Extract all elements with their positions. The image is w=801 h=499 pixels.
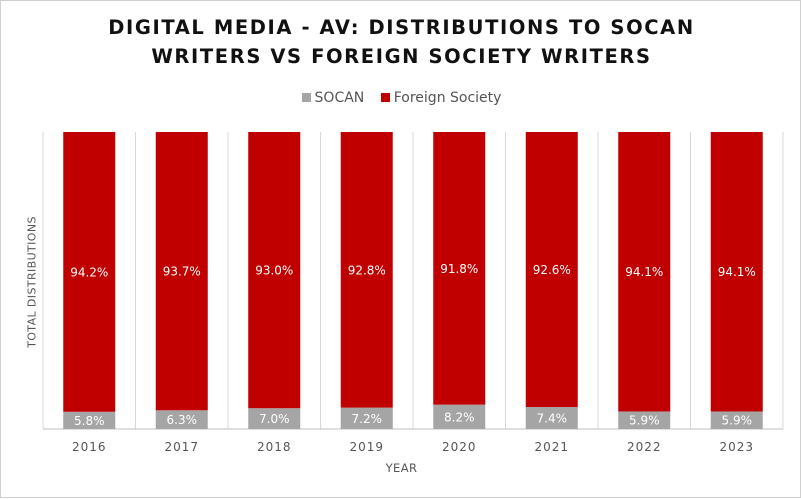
bar-foreign-society-2019 [340,132,393,408]
legend-label-foreign-society: Foreign Society [393,90,502,106]
data-label-socan-2021: 7.4% [537,412,568,426]
x-tick-label-2023: 2023 [719,440,754,454]
data-label-foreign-society-2023: 94.1% [718,265,756,279]
data-label-foreign-society-2016: 94.2% [70,265,108,279]
legend-item-socan: SOCAN [301,90,365,106]
bar-foreign-society-2020 [433,132,486,405]
legend-swatch-socan [301,92,311,102]
bar-socan-2018 [248,408,301,429]
chart-title-line-1: DIGITAL MEDIA - AV: DISTRIBUTIONS TO SOC… [108,16,695,39]
data-label-socan-2017: 6.3% [167,413,198,427]
bar-foreign-society-2022 [618,132,671,412]
x-axis-label: YEAR [385,461,418,475]
data-label-foreign-society-2021: 92.6% [533,263,571,277]
data-label-foreign-society-2017: 93.7% [163,265,201,279]
chart-title-line-2: WRITERS VS FOREIGN SOCIETY WRITERS [151,45,652,68]
x-tick-label-2020: 2020 [442,440,477,454]
data-label-socan-2023: 5.9% [722,414,753,428]
x-tick-label-2017: 2017 [164,440,199,454]
x-tick-label-2022: 2022 [627,440,662,454]
data-label-socan-2022: 5.9% [629,414,660,428]
bar-socan-2022 [618,411,671,429]
bar-socan-2019 [340,407,393,429]
data-label-foreign-society-2018: 93.0% [255,264,293,278]
data-label-foreign-society-2020: 91.8% [440,262,478,276]
bar-foreign-society-2018 [248,132,301,409]
legend-swatch-foreign-society [380,92,390,102]
bar-socan-2023 [710,411,763,429]
bar-socan-2020 [433,404,486,429]
x-tick-label-2019: 2019 [349,440,384,454]
data-label-socan-2019: 7.2% [352,412,383,426]
bar-socan-2021 [525,407,578,429]
bar-socan-2016 [63,411,116,429]
chart-title: DIGITAL MEDIA - AV: DISTRIBUTIONS TO SOC… [1,13,801,71]
x-tick-label-2018: 2018 [257,440,292,454]
bar-foreign-society-2021 [525,132,578,408]
legend-label-socan: SOCAN [314,90,365,106]
data-label-socan-2016: 5.8% [74,414,105,428]
data-label-socan-2018: 7.0% [259,412,290,426]
bar-foreign-society-2016 [63,132,116,412]
x-tick-label-2016: 2016 [72,440,107,454]
chart-legend: SOCAN Foreign Society [1,90,801,106]
data-label-foreign-society-2019: 92.8% [348,263,386,277]
legend-item-foreign-society: Foreign Society [380,90,502,106]
bar-foreign-society-2023 [710,132,763,412]
bar-socan-2017 [155,410,208,429]
data-label-foreign-society-2022: 94.1% [625,265,663,279]
data-label-socan-2020: 8.2% [444,410,475,424]
x-tick-label-2021: 2021 [534,440,569,454]
bar-foreign-society-2017 [155,132,208,411]
